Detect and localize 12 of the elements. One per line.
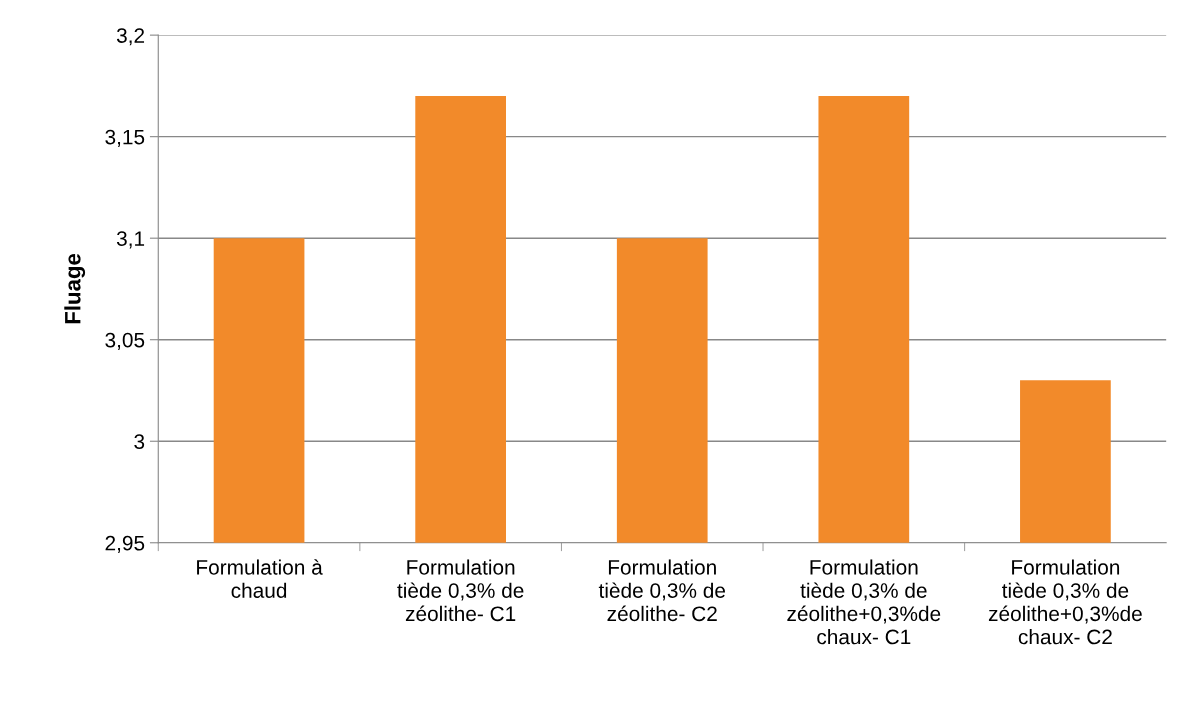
y-tick-label: 3,1 <box>116 231 145 249</box>
y-tick-label: 3 <box>134 434 145 449</box>
y-tick-label: 3,2 <box>116 28 145 46</box>
y-tick-label: 3,15 <box>105 129 145 147</box>
x-tick-label: Formulation tiède 0,3% de zéolithe+0,3%de chaux- C2 <box>988 559 1142 645</box>
y-axis-title: Fluage <box>64 253 86 324</box>
x-tick-label: Formulation à chaud <box>197 559 323 598</box>
x-tick-label: Formulation tiède 0,3% de zéolithe- C1 <box>397 559 524 622</box>
x-tick-label: Formulation tiède 0,3% de zéolithe- C2 <box>598 559 726 622</box>
y-tick-label: 2,95 <box>105 535 145 553</box>
y-tick-label: 3,05 <box>105 332 145 350</box>
x-tick-label: Formulation tiède 0,3% de zéolithe+0,3%de chaux- C1 <box>787 559 941 645</box>
